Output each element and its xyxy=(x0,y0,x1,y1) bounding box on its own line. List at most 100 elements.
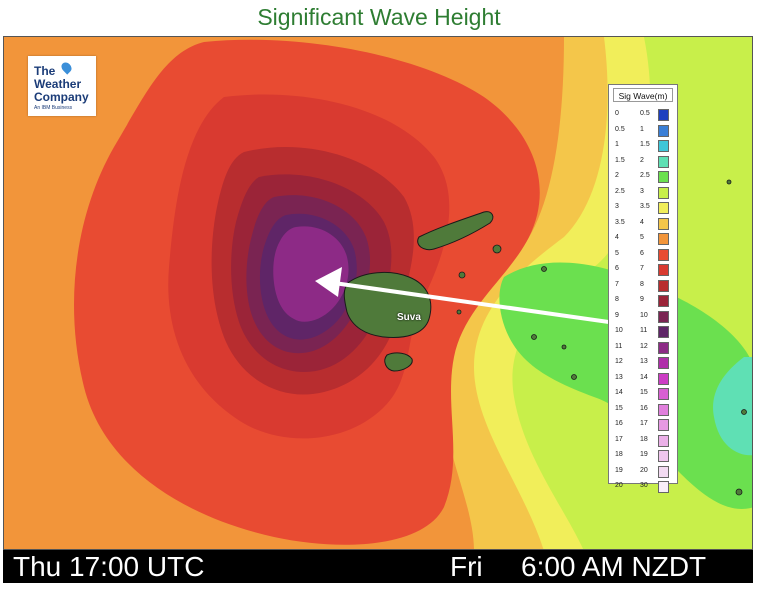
legend-row-min: 0 xyxy=(615,110,619,117)
small-island xyxy=(492,244,502,254)
legend-row-min: 0.5 xyxy=(615,125,625,133)
legend-row: 19 20 xyxy=(612,465,675,481)
legend-color-swatch xyxy=(658,202,669,214)
legend-color-swatch xyxy=(658,124,669,137)
legend-row: 20 30 xyxy=(612,480,675,496)
legend-row-max: 15 xyxy=(640,389,648,396)
logo-line-3: Company xyxy=(34,90,89,104)
legend-row-min: 15 xyxy=(615,404,623,412)
legend-row-max: 0.5 xyxy=(640,110,650,117)
legend-row-max: 30 xyxy=(640,482,648,489)
legend-row: 10 11 xyxy=(612,325,675,341)
small-island xyxy=(571,374,577,380)
logo-line-1: The xyxy=(34,64,56,78)
legend-color-swatch xyxy=(658,279,669,292)
legend-row: 16 17 xyxy=(612,418,675,434)
legend-color-swatch xyxy=(658,233,669,245)
legend-color-swatch xyxy=(658,419,669,431)
legend-row: 0.5 1 xyxy=(612,124,675,140)
legend-row-min: 1 xyxy=(615,141,619,148)
legend-color-swatch xyxy=(658,186,669,199)
legend-color-swatch xyxy=(658,372,669,385)
legend-row-max: 2.5 xyxy=(640,172,650,179)
legend-row: 15 16 xyxy=(612,403,675,419)
legend-row: 18 19 xyxy=(612,449,675,465)
legend-row: 0 0.5 xyxy=(612,108,675,124)
legend-row-min: 11 xyxy=(615,342,623,350)
arrow-head xyxy=(315,267,342,297)
legend-color-swatch xyxy=(658,434,669,447)
legend-color-swatch xyxy=(658,481,669,493)
legend-row-max: 3.5 xyxy=(640,203,650,210)
legend-rows: 0 0.5 0.5 1 1 1.5 1.5 2 2 2.5 2.5 3 3 3.5 3.5 4 4 5 5 6 6 7 7 8… xyxy=(612,108,675,496)
legend-row-max: 14 xyxy=(640,373,648,381)
legend-row: 2 2.5 xyxy=(612,170,675,186)
place-label-suva: Suva xyxy=(397,312,421,323)
legend-row-min: 18 xyxy=(615,451,623,458)
legend-row-min: 7 xyxy=(615,280,619,288)
legend-row-max: 12 xyxy=(640,342,648,350)
legend-row-max: 2 xyxy=(640,156,644,164)
small-island xyxy=(561,344,567,350)
legend-row-min: 5 xyxy=(615,249,619,257)
local-day-label: Fri xyxy=(450,551,483,582)
small-island xyxy=(531,334,537,340)
legend-row-max: 10 xyxy=(640,311,648,319)
legend-color-swatch xyxy=(658,171,669,183)
legend-row-max: 6 xyxy=(640,249,644,257)
vanua-levu-island xyxy=(417,211,494,251)
wave-height-legend: Sig Wave(m) 0 0.5 0.5 1 1 1.5 1.5 2 2 2.5 2.5 3 3 3.5… xyxy=(608,84,678,493)
legend-color-swatch xyxy=(658,217,669,230)
weather-company-logo: The Weather Company An IBM Business xyxy=(28,56,96,116)
viti-levu-island xyxy=(343,272,432,338)
legend-row-min: 19 xyxy=(615,466,623,474)
legend-color-swatch xyxy=(658,326,669,338)
legend-color-swatch xyxy=(658,264,669,276)
utc-time-label: Thu 17:00 UTC xyxy=(13,551,205,582)
small-island xyxy=(735,488,743,496)
legend-row-min: 10 xyxy=(615,327,623,334)
legend-row-min: 2 xyxy=(615,172,619,179)
legend-row-max: 19 xyxy=(640,451,648,458)
legend-color-swatch xyxy=(658,155,669,168)
logo-line-2: Weather xyxy=(34,77,82,91)
legend-row-min: 17 xyxy=(615,435,623,443)
legend-row: 11 12 xyxy=(612,341,675,357)
small-island xyxy=(541,266,547,272)
legend-row-max: 17 xyxy=(640,420,648,427)
small-island xyxy=(726,179,732,185)
legend-row: 2.5 3 xyxy=(612,186,675,202)
legend-row-min: 3 xyxy=(615,203,619,210)
legend-row-min: 13 xyxy=(615,373,623,381)
legend-row-max: 11 xyxy=(640,327,648,334)
legend-color-swatch xyxy=(658,140,669,152)
legend-color-swatch xyxy=(658,357,669,369)
logo-tagline: An IBM Business xyxy=(34,105,73,111)
legend-row-max: 9 xyxy=(640,296,644,303)
legend-row: 13 14 xyxy=(612,372,675,388)
arrow-shaft xyxy=(333,281,645,329)
legend-row-min: 12 xyxy=(615,358,623,365)
legend-row-min: 9 xyxy=(615,311,619,319)
legend-row-max: 20 xyxy=(640,466,648,474)
legend-row-max: 16 xyxy=(640,404,648,412)
time-bar: Thu 17:00 UTC Fri 6:00 AM NZDT xyxy=(3,550,753,583)
legend-row-min: 3.5 xyxy=(615,218,625,226)
legend-color-swatch xyxy=(658,109,669,121)
legend-row: 17 18 xyxy=(612,434,675,450)
legend-color-swatch xyxy=(658,388,669,400)
legend-row-max: 4 xyxy=(640,218,644,226)
small-island xyxy=(456,309,462,315)
legend-row-max: 5 xyxy=(640,234,644,241)
legend-row-max: 1.5 xyxy=(640,141,650,148)
legend-row-max: 8 xyxy=(640,280,644,288)
legend-row: 1.5 2 xyxy=(612,155,675,171)
legend-row-max: 3 xyxy=(640,187,644,195)
legend-row-max: 18 xyxy=(640,435,648,443)
kadavu-island xyxy=(384,352,413,372)
